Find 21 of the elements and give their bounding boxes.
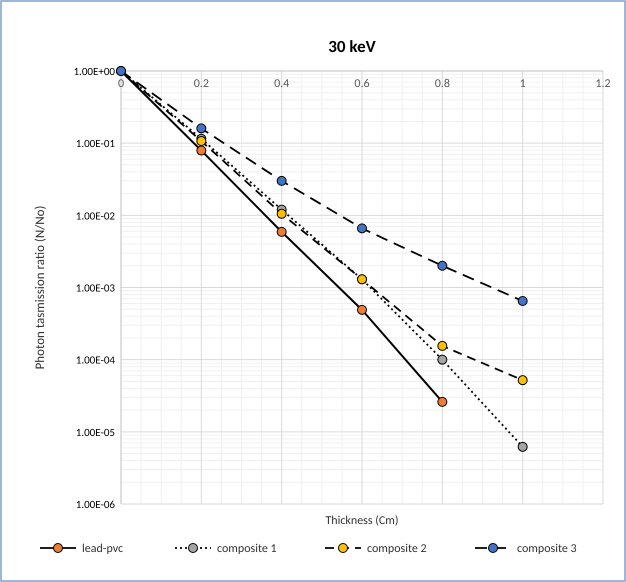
x-tick-label: 0.4 [274,77,290,91]
x-axis-title: Thickness (Cm) [325,514,399,528]
y-tick-label: 1.00E-06 [76,498,116,511]
x-tick-label: 1 [520,77,526,91]
y-tick-label: 1.00E-04 [76,354,116,367]
x-tick-label: 0 [118,77,124,91]
legend-label: composite 1 [217,542,277,556]
x-tick-label: 0.8 [434,77,450,91]
y-tick-label: 1.00E+00 [73,65,116,78]
y-axis-title: Photon tasmission ratio (N/No) [33,206,48,370]
x-tick-label: 1.2 [595,77,611,91]
y-tick-label: 1.00E-03 [76,282,116,294]
y-tick-label: 1.00E-05 [76,426,115,439]
legend-label: composite 2 [367,542,427,556]
y-tick-label: 1.00E-02 [76,209,116,222]
chart-title: 30 keV [328,36,377,57]
legend-label: lead-pvc [82,542,124,556]
x-tick-label: 0.6 [354,77,370,91]
legend-label: composite 3 [517,542,577,556]
y-tick-label: 1.00E-01 [76,137,116,150]
x-tick-label: 0.2 [194,77,209,91]
